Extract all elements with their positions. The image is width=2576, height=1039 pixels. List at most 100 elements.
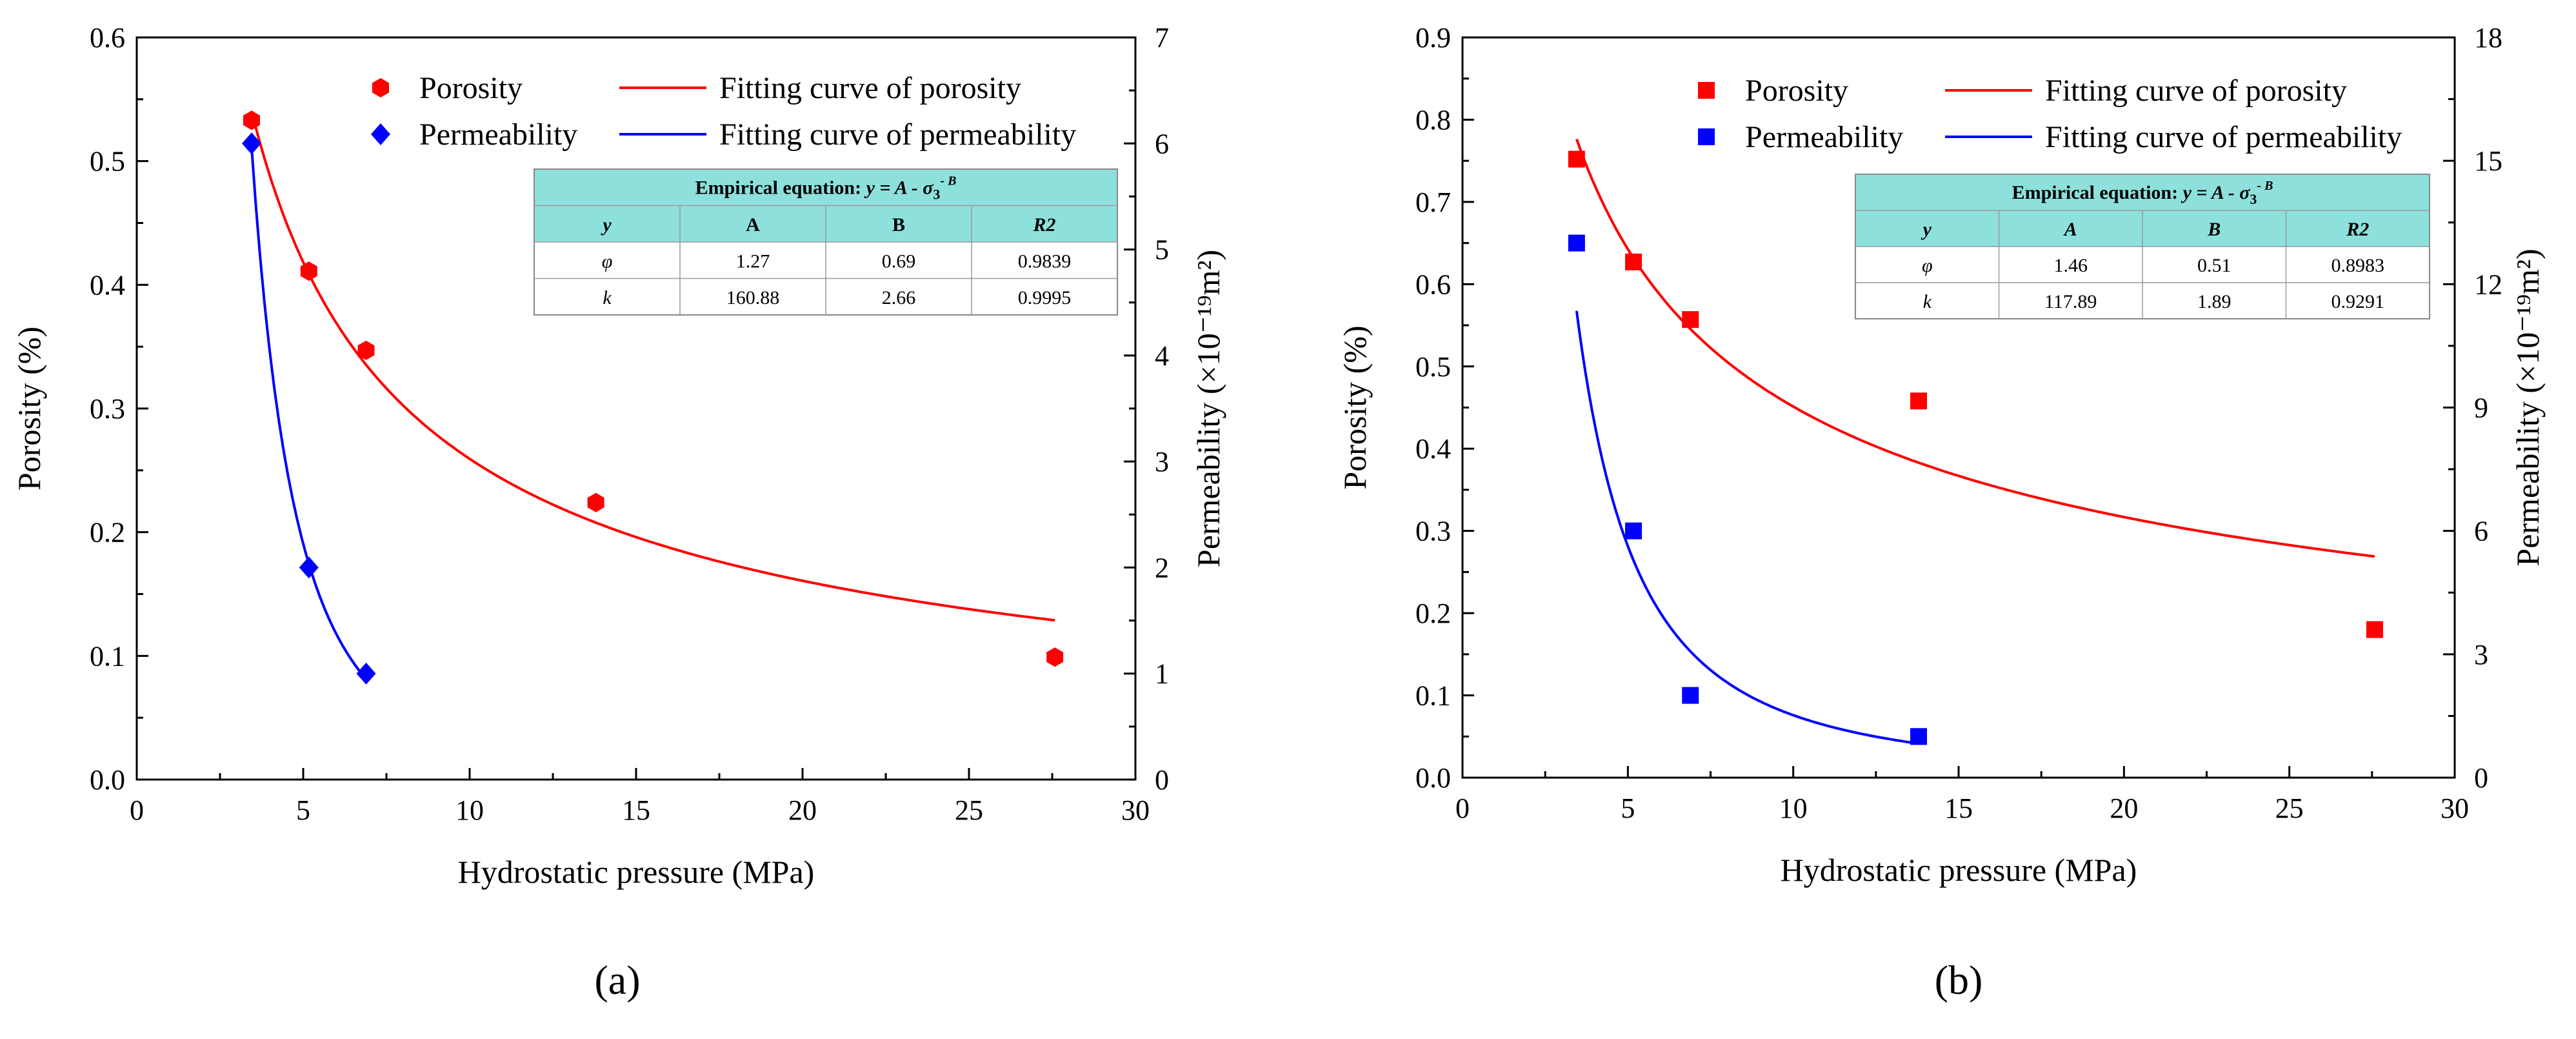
y2-tick-label: 0 (1155, 764, 1169, 796)
table-cell: 1.46 (2054, 255, 2088, 276)
table-header-cell: B (892, 214, 905, 236)
y-tick-label: 0.1 (1415, 680, 1451, 712)
legend-porosity-marker (372, 78, 389, 97)
y-tick-label: 0.3 (1415, 516, 1451, 547)
porosity-point (243, 110, 260, 130)
panel-label: (a) (594, 957, 640, 1003)
permeability-point (299, 556, 319, 579)
y-axis-title: Porosity (%) (11, 327, 47, 490)
y-tick-label: 0.2 (90, 517, 125, 549)
y2-tick-label: 7 (1155, 22, 1169, 54)
y-tick-label: 0.6 (1415, 268, 1451, 300)
y2-tick-label: 2 (1155, 552, 1169, 583)
x-tick-label: 30 (2441, 792, 2469, 824)
table-cell: 0.51 (2197, 255, 2232, 276)
table-cell: φ (602, 251, 613, 272)
table-title: Empirical equation: y = A - σ3- B (695, 174, 957, 202)
porosity-point (357, 340, 375, 360)
table-cell: 0.9291 (2331, 291, 2385, 312)
y-tick-label: 0.4 (1415, 433, 1451, 465)
x-tick-label: 5 (296, 794, 310, 826)
y2-axis-title: Permeability (×10⁻¹⁹m²) (1190, 250, 1226, 567)
porosity-fit-curve (250, 110, 1055, 622)
legend-permeability-curve-label: Fitting curve of permeability (719, 117, 1076, 152)
x-tick-label: 25 (2275, 792, 2304, 824)
x-axis-title: Hydrostatic pressure (MPa) (1781, 852, 2137, 888)
y2-tick-label: 9 (2474, 392, 2488, 424)
table-header-cell: A (2063, 219, 2077, 240)
y-tick-label: 0.3 (90, 393, 125, 425)
table-title-prefix: Empirical equation: (695, 177, 866, 198)
y2-tick-label: 18 (2474, 22, 2502, 54)
table-cell: φ (1922, 255, 1933, 276)
porosity-point (1682, 311, 1699, 328)
table-cell: 1.27 (736, 251, 770, 272)
y-tick-label: 0.1 (90, 640, 125, 672)
porosity-fit-curve (1575, 138, 2375, 558)
table-title-equation: y = A - σ (864, 177, 934, 198)
y-tick-label: 0.9 (1415, 22, 1451, 54)
permeability-fit-curve (1575, 310, 1919, 745)
legend: Porosity Permeability Fitting curve of por… (1698, 74, 2402, 154)
x-tick-label: 20 (788, 794, 817, 826)
x-tick-label: 5 (1621, 792, 1635, 824)
permeability-point (242, 132, 262, 155)
x-tick-label: 20 (2110, 792, 2138, 824)
table-cell: k (603, 287, 612, 308)
table-cell: k (1923, 291, 1932, 312)
x-tick-label: 0 (1455, 792, 1470, 824)
legend-permeability-label: Permeability (419, 117, 577, 152)
table-title: Empirical equation: y = A - σ3- B (2012, 179, 2273, 207)
table-cell: 0.69 (882, 251, 916, 272)
y2-tick-label: 12 (2474, 268, 2502, 300)
y-tick-label: 0.4 (90, 269, 125, 301)
table-cell: 0.9839 (1018, 251, 1072, 272)
y-axis-title: Porosity (%) (1337, 325, 1373, 489)
table-header-cell: B (2207, 219, 2221, 240)
table-cell: 2.66 (882, 287, 916, 308)
permeability-point (1625, 522, 1642, 540)
table-title-subscript: 3 (933, 186, 940, 202)
y2-tick-label: 15 (2474, 145, 2502, 177)
equation-table: Empirical equation: y = A - σ3- B y A B R2 φ 1… (1855, 174, 2430, 319)
y-tick-label: 0.0 (1415, 762, 1451, 794)
legend-permeability-curve-label: Fitting curve of permeability (2045, 120, 2402, 154)
legend-permeability-marker (371, 123, 390, 145)
legend-porosity-curve-label: Fitting curve of porosity (719, 71, 1021, 105)
porosity-point (1046, 647, 1064, 667)
porosity-point (1910, 392, 1927, 410)
y-tick-label: 0.8 (1415, 104, 1451, 136)
chart-panel-a: 0 5 10 15 20 25 30 0.0 0.1 0.2 0.3 0.4 0.5 0.6 0 1 2 3 4 5 6… (11, 22, 1226, 1003)
legend-porosity-marker (1698, 82, 1715, 99)
chart-panel-b: 0 5 10 15 20 25 300.00.10.20.30.40.50.60.70.80… (1337, 22, 2546, 1003)
legend-permeability-marker (1698, 128, 1715, 145)
x-tick-label: 0 (130, 794, 144, 826)
table-title-superscript: - B (940, 174, 956, 188)
y2-tick-label: 6 (2474, 516, 2488, 547)
panel-label: (b) (1935, 957, 1983, 1003)
y2-tick-label: 4 (1155, 340, 1169, 372)
permeability-point (356, 662, 376, 685)
legend-porosity-label: Porosity (1745, 74, 1848, 108)
table-cell: 117.89 (2044, 291, 2097, 312)
table-header-cell: R2 (2346, 219, 2369, 240)
legend-porosity-curve-label: Fitting curve of porosity (2045, 74, 2347, 108)
x-tick-label: 15 (622, 794, 650, 826)
table-title-equation: y = A - σ (2181, 182, 2251, 203)
y2-axis-title: Permeability (×10⁻¹⁹m²) (2510, 248, 2546, 566)
x-axis-title: Hydrostatic pressure (MPa) (458, 854, 815, 890)
table-title-prefix: Empirical equation: (2012, 182, 2183, 203)
porosity-point (1625, 253, 1642, 270)
permeability-point (1568, 234, 1585, 252)
porosity-point (1568, 150, 1585, 168)
equation-table: Empirical equation: y = A - σ3- B y A B R2 φ 1… (534, 168, 1118, 316)
legend-porosity-label: Porosity (419, 71, 523, 105)
legend-permeability-label: Permeability (1745, 120, 1903, 154)
x-tick-label: 25 (955, 794, 983, 826)
x-tick-label: 15 (1944, 792, 1973, 824)
y2-tick-label: 3 (2474, 639, 2488, 671)
table-cell: 160.88 (726, 287, 780, 308)
porosity-point (587, 492, 604, 512)
x-tick-label: 10 (1779, 792, 1808, 824)
